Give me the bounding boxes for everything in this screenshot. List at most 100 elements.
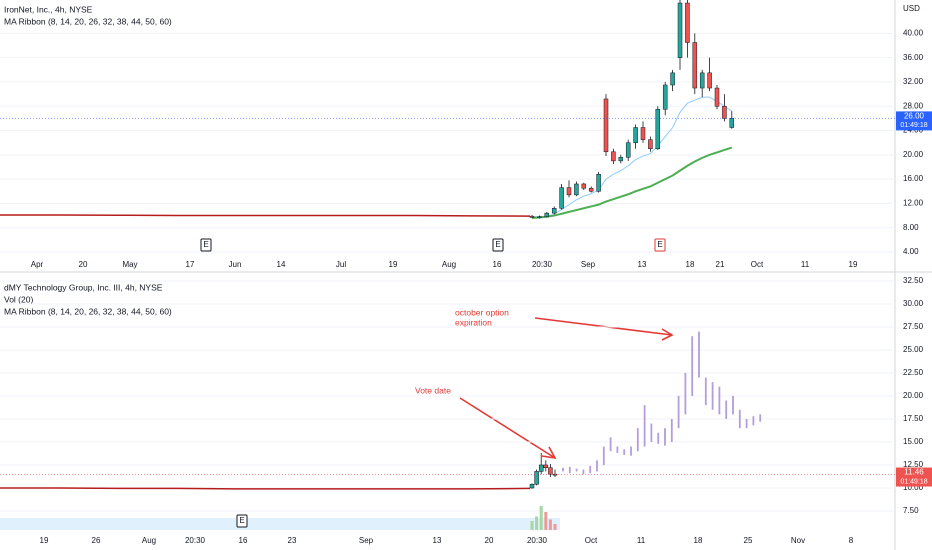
indicator-label: Vol (20) bbox=[4, 294, 33, 304]
candle-body bbox=[529, 215, 535, 218]
price-tick-label: 12.50 bbox=[903, 460, 924, 469]
price-tick-label: 16.00 bbox=[903, 174, 924, 183]
candle-body bbox=[640, 127, 646, 140]
time-label: 20 bbox=[485, 536, 494, 545]
time-label: 14 bbox=[277, 260, 286, 269]
candle-body bbox=[566, 187, 572, 196]
price-tick-label: 28.00 bbox=[903, 101, 924, 110]
price-tick-label: 15.00 bbox=[903, 437, 924, 446]
candle-body bbox=[574, 183, 579, 196]
price-tick-label: 17.50 bbox=[903, 414, 924, 423]
time-label: 16 bbox=[239, 536, 248, 545]
price-tick-label: 12.00 bbox=[903, 199, 924, 208]
candle-body bbox=[618, 157, 624, 162]
time-label: Jun bbox=[229, 260, 242, 269]
arrow bbox=[459, 397, 556, 459]
time-label: 8 bbox=[849, 536, 854, 545]
time-label: 16 bbox=[493, 260, 502, 269]
volume-bar bbox=[530, 521, 534, 530]
price-tag-value: 11.46 bbox=[904, 468, 924, 477]
arrow-head bbox=[661, 328, 674, 341]
time-label: 23 bbox=[288, 536, 297, 545]
candle-body bbox=[537, 216, 542, 219]
candle-body bbox=[543, 464, 549, 468]
price-tick-label: 25.00 bbox=[903, 345, 924, 354]
earnings-marker bbox=[654, 238, 666, 252]
price-tick-label: 7.50 bbox=[903, 506, 919, 515]
candle-body bbox=[722, 106, 727, 119]
earnings-label: E bbox=[495, 240, 500, 249]
time-label: 18 bbox=[686, 260, 695, 269]
candle-body bbox=[544, 212, 550, 218]
candle-body bbox=[596, 174, 601, 192]
time-label: Sep bbox=[581, 260, 596, 269]
time-label: May bbox=[122, 260, 137, 269]
candle-body bbox=[625, 142, 631, 158]
candle-body bbox=[534, 471, 539, 485]
candle-body bbox=[692, 42, 698, 89]
time-label: 11 bbox=[801, 260, 810, 269]
price-tag bbox=[896, 111, 932, 131]
time-label: Oct bbox=[751, 260, 764, 269]
price-history bbox=[0, 214, 531, 217]
earnings-marker bbox=[200, 238, 212, 252]
price-tick-label: 4.00 bbox=[903, 247, 919, 256]
candle-body bbox=[662, 84, 668, 110]
currency: USD bbox=[903, 4, 920, 13]
candle-body bbox=[648, 139, 653, 150]
price-tick-label: 20.00 bbox=[903, 150, 924, 159]
time-label: 11 bbox=[637, 536, 646, 545]
price-tick-label: 20.00 bbox=[903, 391, 924, 400]
volume-bar bbox=[553, 524, 557, 530]
price-tick-label: 22.50 bbox=[903, 368, 924, 377]
price-tick-label: 36.00 bbox=[903, 53, 924, 62]
time-label: 20 bbox=[79, 260, 88, 269]
earnings-label: E bbox=[239, 516, 244, 525]
time-label: 13 bbox=[638, 260, 647, 269]
time-label: 18 bbox=[694, 536, 703, 545]
earnings-marker bbox=[492, 238, 504, 252]
time-label: 20:30 bbox=[527, 536, 548, 545]
time-label: Apr bbox=[31, 260, 44, 269]
candle-body bbox=[529, 484, 535, 489]
arrow-head bbox=[541, 446, 557, 460]
earnings-marker bbox=[236, 514, 248, 528]
time-label: Jul bbox=[336, 260, 346, 269]
time-label: 19 bbox=[389, 260, 398, 269]
time-label: 13 bbox=[433, 536, 442, 545]
annotation: october option bbox=[455, 307, 509, 317]
candle-body bbox=[548, 467, 553, 475]
time-label: 19 bbox=[849, 260, 858, 269]
price-tick-label: 10.00 bbox=[903, 483, 924, 492]
time-label: 21 bbox=[716, 260, 725, 269]
time-label: Nov bbox=[791, 536, 805, 545]
time-label: 26 bbox=[92, 536, 101, 545]
volume-bar bbox=[539, 506, 543, 530]
price-tag bbox=[896, 467, 932, 487]
price-tag-countdown: 01:49:18 bbox=[900, 122, 927, 129]
time-label: 20:30 bbox=[532, 260, 553, 269]
volume-area bbox=[0, 518, 560, 530]
earnings-label: E bbox=[657, 240, 662, 249]
time-label: 19 bbox=[40, 536, 49, 545]
price-tag-value: 26.00 bbox=[904, 112, 925, 121]
annotation: expiration bbox=[455, 317, 492, 327]
price-tick-label: 32.00 bbox=[903, 77, 924, 86]
candle-body bbox=[551, 208, 557, 214]
price-tick-label: 32.50 bbox=[903, 276, 924, 285]
price-history bbox=[0, 487, 531, 490]
symbol-title: dMY Technology Group, Inc. III, 4h, NYSE bbox=[4, 282, 163, 292]
time-label: Aug bbox=[442, 260, 456, 269]
candle-body bbox=[677, 2, 683, 58]
candle-body bbox=[729, 118, 735, 128]
time-label: Sep bbox=[359, 536, 374, 545]
time-label: 20:30 bbox=[185, 536, 206, 545]
candle-body bbox=[707, 72, 712, 89]
symbol-title: IronNet, Inc., 4h, NYSE bbox=[4, 4, 93, 14]
candle-body bbox=[581, 183, 587, 189]
price-tick-label: 8.00 bbox=[903, 223, 919, 232]
price-tick-label: 30.00 bbox=[903, 299, 924, 308]
price-tick-label: 27.50 bbox=[903, 322, 924, 331]
